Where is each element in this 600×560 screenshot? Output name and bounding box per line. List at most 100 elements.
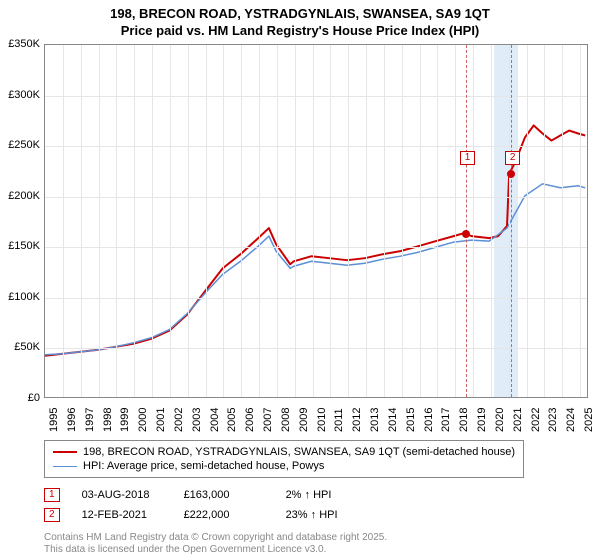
gridline-h — [45, 247, 587, 248]
chart-lines-svg — [45, 45, 587, 397]
marker-badge: 2 — [505, 151, 521, 165]
chart-container: 198, BRECON ROAD, YSTRADGYNLAIS, SWANSEA… — [0, 0, 600, 560]
marker-badge: 1 — [460, 151, 476, 165]
sale-date-1: 03-AUG-2018 — [82, 489, 162, 501]
sale-badge-2: 2 — [44, 508, 60, 522]
x-tick-label: 2015 — [405, 408, 417, 432]
y-tick-label: £200K — [0, 190, 40, 202]
sale-delta-1: 2% ↑ HPI — [286, 489, 366, 501]
y-tick-label: £100K — [0, 291, 40, 303]
x-tick-label: 2018 — [458, 408, 470, 432]
x-tick-label: 2002 — [173, 408, 185, 432]
legend-box: 198, BRECON ROAD, YSTRADGYNLAIS, SWANSEA… — [44, 440, 524, 478]
x-tick-label: 2025 — [583, 408, 595, 432]
gridline-v — [241, 45, 242, 397]
legend-row: 198, BRECON ROAD, YSTRADGYNLAIS, SWANSEA… — [53, 445, 515, 459]
gridline-v — [277, 45, 278, 397]
gridline-v — [81, 45, 82, 397]
gridline-v — [259, 45, 260, 397]
x-tick-label: 2014 — [387, 408, 399, 432]
sale-delta-2: 23% ↑ HPI — [286, 509, 366, 521]
gridline-v — [473, 45, 474, 397]
gridline-v — [544, 45, 545, 397]
y-tick-label: £250K — [0, 139, 40, 151]
legend-row: HPI: Average price, semi-detached house,… — [53, 459, 515, 473]
x-tick-label: 1999 — [119, 408, 131, 432]
x-tick-label: 2010 — [316, 408, 328, 432]
gridline-v — [330, 45, 331, 397]
legend-label: 198, BRECON ROAD, YSTRADGYNLAIS, SWANSEA… — [83, 446, 515, 458]
marker-vline — [511, 45, 512, 397]
marker-point — [507, 170, 515, 178]
sale-row-2: 2 12-FEB-2021 £222,000 23% ↑ HPI — [44, 508, 366, 522]
x-tick-label: 2004 — [209, 408, 221, 432]
gridline-h — [45, 197, 587, 198]
x-tick-label: 2024 — [565, 408, 577, 432]
y-tick-label: £300K — [0, 89, 40, 101]
sale-date-2: 12-FEB-2021 — [82, 509, 162, 521]
marker-point — [462, 230, 470, 238]
gridline-v — [99, 45, 100, 397]
gridline-h — [45, 298, 587, 299]
legend-swatch — [53, 451, 77, 453]
gridline-v — [348, 45, 349, 397]
series-line-hpi — [45, 184, 585, 355]
gridline-v — [134, 45, 135, 397]
sale-price-2: £222,000 — [184, 509, 264, 521]
x-tick-label: 2019 — [476, 408, 488, 432]
gridline-v — [402, 45, 403, 397]
gridline-v — [295, 45, 296, 397]
gridline-v — [580, 45, 581, 397]
x-tick-label: 2022 — [530, 408, 542, 432]
gridline-h — [45, 146, 587, 147]
gridline-v — [437, 45, 438, 397]
gridline-v — [420, 45, 421, 397]
gridline-v — [455, 45, 456, 397]
gridline-v — [206, 45, 207, 397]
gridline-h — [45, 348, 587, 349]
gridline-v — [63, 45, 64, 397]
x-tick-label: 2013 — [369, 408, 381, 432]
gridline-v — [527, 45, 528, 397]
x-tick-label: 2020 — [494, 408, 506, 432]
gridline-v — [188, 45, 189, 397]
x-tick-label: 2009 — [298, 408, 310, 432]
legend-label: HPI: Average price, semi-detached house,… — [83, 460, 324, 472]
x-tick-label: 2007 — [262, 408, 274, 432]
gridline-h — [45, 96, 587, 97]
y-tick-label: £50K — [0, 341, 40, 353]
sale-row-1: 1 03-AUG-2018 £163,000 2% ↑ HPI — [44, 488, 366, 502]
gridline-v — [562, 45, 563, 397]
x-tick-label: 1996 — [66, 408, 78, 432]
x-tick-label: 2016 — [423, 408, 435, 432]
marker-vline — [466, 45, 467, 397]
x-tick-label: 2011 — [333, 408, 345, 432]
gridline-v — [509, 45, 510, 397]
gridline-v — [384, 45, 385, 397]
x-tick-label: 2001 — [155, 408, 167, 432]
gridline-v — [152, 45, 153, 397]
x-tick-label: 2023 — [547, 408, 559, 432]
gridline-v — [170, 45, 171, 397]
x-tick-label: 1997 — [84, 408, 96, 432]
x-tick-label: 2003 — [191, 408, 203, 432]
chart-title-line2: Price paid vs. HM Land Registry's House … — [0, 21, 600, 44]
legend-swatch — [53, 466, 77, 467]
footer-line1: Contains HM Land Registry data © Crown c… — [44, 532, 387, 543]
x-tick-label: 2012 — [351, 408, 363, 432]
gridline-v — [313, 45, 314, 397]
gridline-v — [491, 45, 492, 397]
footer-line2: This data is licensed under the Open Gov… — [44, 544, 326, 555]
chart-title-line1: 198, BRECON ROAD, YSTRADGYNLAIS, SWANSEA… — [0, 0, 600, 21]
x-tick-label: 2006 — [244, 408, 256, 432]
x-tick-label: 2017 — [440, 408, 452, 432]
sale-price-1: £163,000 — [184, 489, 264, 501]
x-tick-label: 2000 — [137, 408, 149, 432]
sale-badge-1: 1 — [44, 488, 60, 502]
x-tick-label: 2005 — [226, 408, 238, 432]
y-tick-label: £350K — [0, 38, 40, 50]
x-tick-label: 2021 — [512, 408, 524, 432]
x-tick-label: 1998 — [102, 408, 114, 432]
gridline-v — [116, 45, 117, 397]
y-tick-label: £0 — [0, 392, 40, 404]
